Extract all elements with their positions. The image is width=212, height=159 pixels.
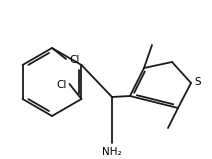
Text: Cl: Cl (69, 55, 79, 65)
Text: Cl: Cl (56, 80, 66, 90)
Text: NH₂: NH₂ (102, 147, 122, 157)
Text: S: S (194, 77, 201, 87)
